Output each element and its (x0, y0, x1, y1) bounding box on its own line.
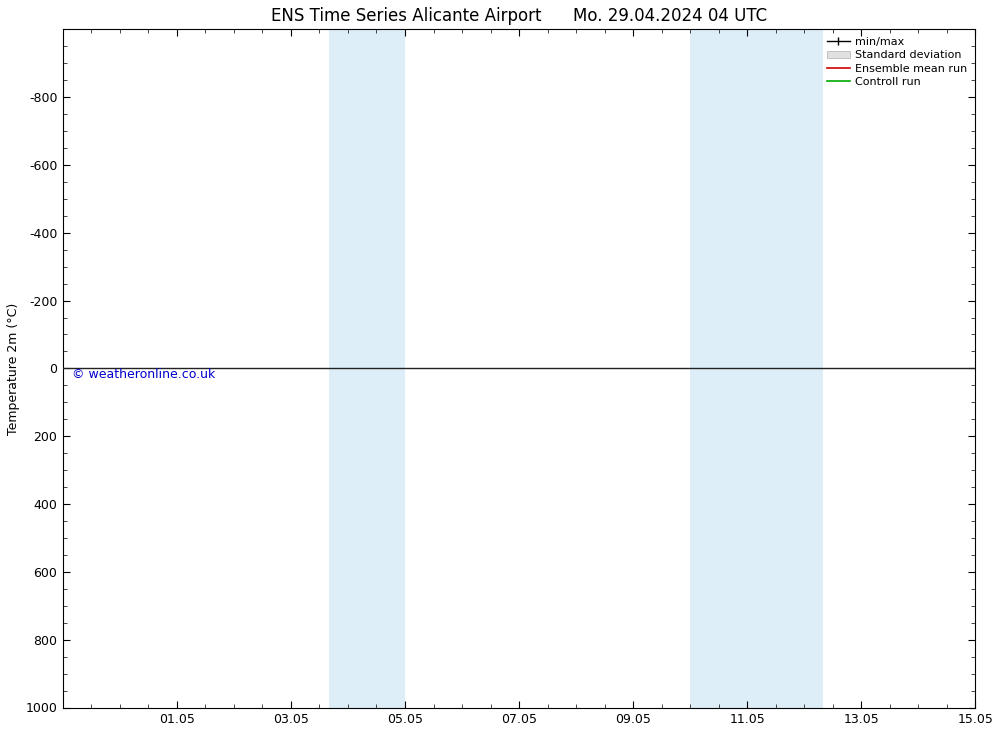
Title: ENS Time Series Alicante Airport      Mo. 29.04.2024 04 UTC: ENS Time Series Alicante Airport Mo. 29.… (271, 7, 767, 25)
Legend: min/max, Standard deviation, Ensemble mean run, Controll run: min/max, Standard deviation, Ensemble me… (823, 32, 972, 92)
Bar (329, 29, 405, 707)
Y-axis label: Temperature 2m (°C): Temperature 2m (°C) (7, 302, 20, 435)
Bar (690, 29, 823, 707)
Text: © weatheronline.co.uk: © weatheronline.co.uk (72, 369, 215, 381)
